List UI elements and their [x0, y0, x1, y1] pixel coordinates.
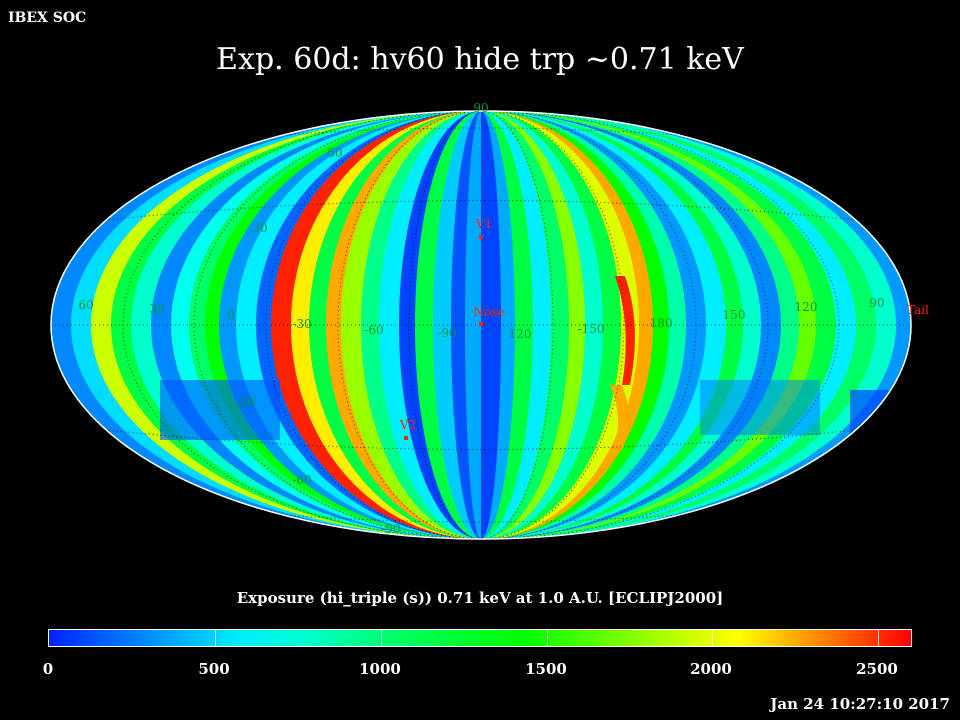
map-title: Exp. 60d: hv60 hide trp ~0.71 keV [216, 42, 744, 77]
marker-v2-dot [404, 436, 408, 440]
colorbar-tick: 2000 [690, 660, 732, 678]
colorbar-tick: 500 [198, 660, 230, 678]
map-outline [50, 110, 912, 540]
marker-tail-label: Tail [907, 303, 929, 317]
colorbar-tick: 1000 [359, 660, 401, 678]
colorbar [48, 629, 912, 647]
marker-v1-dot [479, 235, 483, 239]
colorbar-tick: 1500 [525, 660, 567, 678]
lon-label: 180 [650, 316, 673, 330]
lon-label: 0 [227, 308, 235, 322]
lat-label: -30 [235, 395, 254, 409]
marker-nose-dot [479, 322, 483, 326]
colorbar-tick: 0 [42, 660, 54, 678]
lon-label: -90 [437, 326, 456, 340]
lon-label: 120 [509, 327, 532, 341]
marker-v1-label: V1 [475, 217, 492, 231]
lon-label: 150 [723, 308, 746, 322]
marker-nose-label: Nose [474, 305, 505, 319]
lat-label: -60 [292, 473, 311, 487]
latitude-labels: 90 60 30 -30 -60 -90 [235, 101, 488, 536]
colorbar-tick: 2500 [856, 660, 898, 678]
lat-label: 60 [327, 146, 342, 160]
longitude-labels: 60 30 0 -30 -60 -90 120 -150 180 150 120… [78, 296, 884, 341]
markers: V1 Nose V2 Tail [399, 217, 929, 440]
lon-label: 90 [869, 296, 884, 310]
lon-label: -150 [578, 322, 605, 336]
lon-label: 120 [795, 300, 818, 314]
lon-label: 30 [149, 302, 164, 316]
lat-label: -90 [381, 522, 400, 536]
lon-label: -30 [292, 317, 311, 331]
marker-v2-label: V2 [399, 418, 416, 432]
lat-label: 90 [473, 101, 488, 115]
colorbar-title: Exposure (hi_triple (s)) 0.71 keV at 1.0… [236, 589, 724, 607]
timestamp: Jan 24 10:27:10 2017 [770, 695, 950, 713]
corner-label: IBEX SOC [8, 10, 87, 26]
lon-label: -60 [364, 323, 383, 337]
lat-label: 30 [252, 221, 267, 235]
lon-label: 60 [78, 298, 93, 312]
